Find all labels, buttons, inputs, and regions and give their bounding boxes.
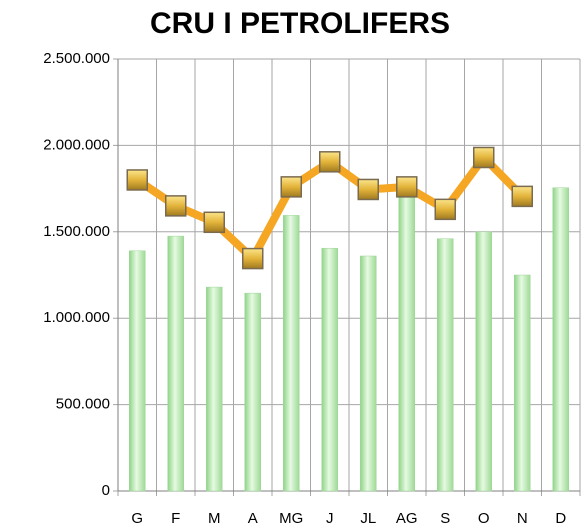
chart-title: CRU I PETROLIFERS <box>150 7 450 40</box>
x-tick-label: MG <box>279 510 303 527</box>
x-tick-label: AG <box>396 510 418 527</box>
bar <box>206 286 223 492</box>
bar <box>321 247 338 492</box>
marker <box>126 169 148 191</box>
marker <box>280 176 302 198</box>
bar <box>398 193 415 492</box>
x-tick-label: G <box>131 510 143 527</box>
x-tick-label: JL <box>360 510 376 527</box>
bar <box>475 231 492 492</box>
x-tick-label: N <box>517 510 528 527</box>
marker <box>242 247 264 270</box>
x-tick-label: S <box>440 510 450 527</box>
marker <box>396 176 418 198</box>
y-tick-label: 1.000.000 <box>43 309 110 326</box>
marker <box>434 198 456 221</box>
x-tick-label: F <box>171 510 180 527</box>
bar <box>514 274 531 492</box>
x-tick-label: D <box>555 510 566 527</box>
y-tick-label: 500.000 <box>56 396 110 413</box>
y-tick-label: 2.500.000 <box>43 50 110 67</box>
x-tick-label: O <box>478 510 490 527</box>
marker <box>357 178 379 201</box>
x-tick-label: J <box>326 510 334 527</box>
bar <box>167 235 184 492</box>
marker <box>319 151 341 173</box>
bar <box>437 238 454 492</box>
marker <box>473 146 495 169</box>
marker <box>165 195 187 217</box>
bar <box>244 292 261 492</box>
x-tick-label: M <box>208 510 221 527</box>
marker <box>511 185 533 208</box>
bar <box>129 250 146 492</box>
bar <box>283 215 300 492</box>
x-tick-label: A <box>248 510 258 527</box>
bar <box>360 255 377 492</box>
y-tick-label: 0 <box>102 482 110 499</box>
y-tick-label: 2.000.000 <box>43 136 110 153</box>
marker <box>203 211 225 234</box>
y-tick-label: 1.500.000 <box>43 223 110 240</box>
bar <box>552 187 569 492</box>
